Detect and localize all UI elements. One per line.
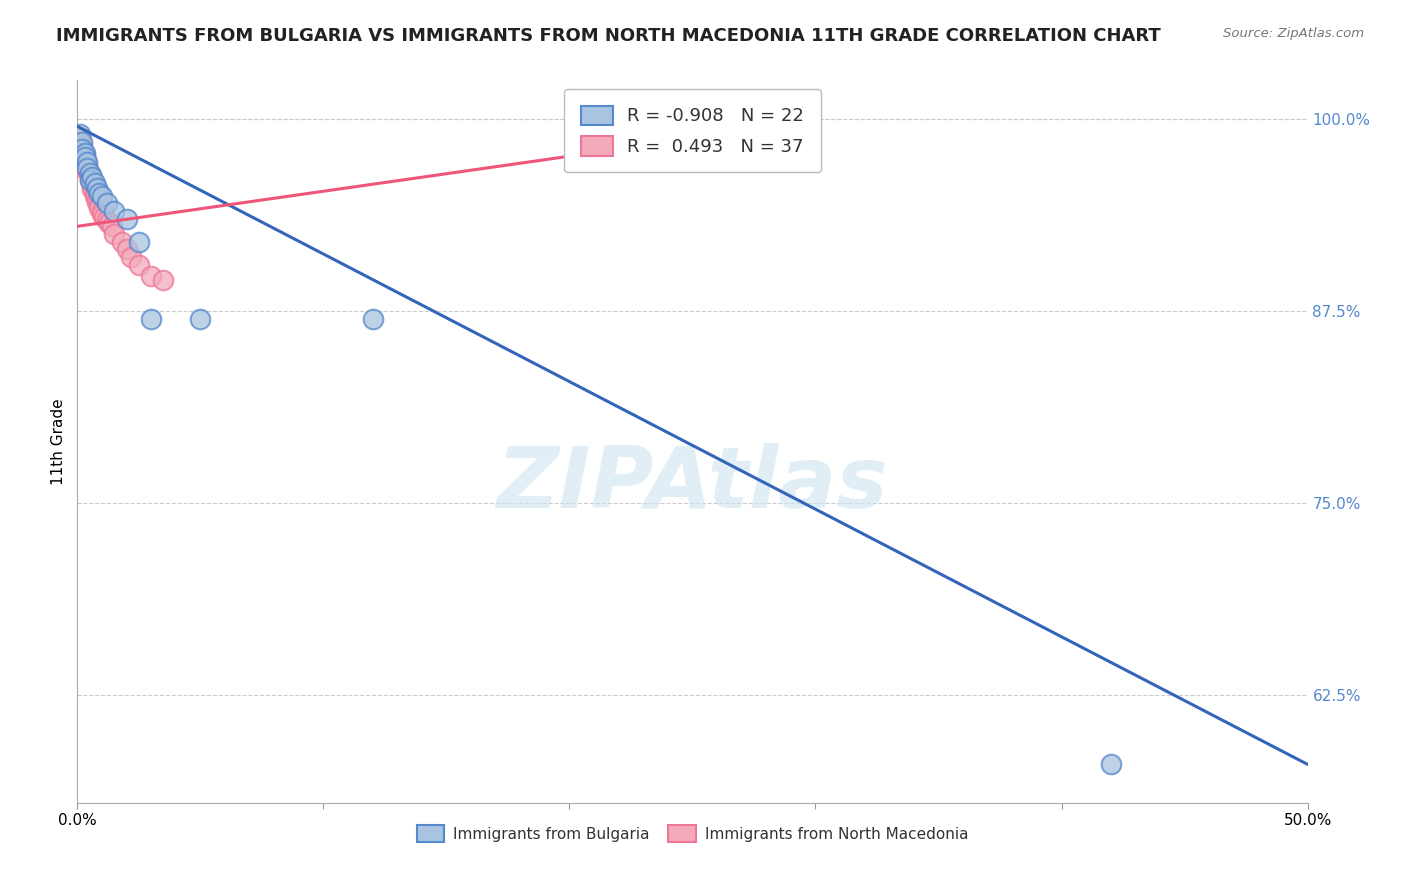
Point [70,143,93,157]
Point [90,203,114,218]
Legend: Immigrants from Bulgaria, Immigrants from North Macedonia: Immigrants from Bulgaria, Immigrants fro… [409,817,976,849]
Point [73,145,96,160]
Point [89,198,111,212]
Point [121,250,143,264]
Point [69,127,91,141]
Point [76,164,98,178]
Point [70,145,93,160]
Point [82,170,104,185]
Point [83,186,105,200]
Point [103,203,125,218]
Point [73,152,96,166]
Point [76,154,98,169]
Point [90,188,114,202]
Point [70,143,93,157]
Point [76,161,98,175]
Text: IMMIGRANTS FROM BULGARIA VS IMMIGRANTS FROM NORTH MACEDONIA 11TH GRADE CORRELATI: IMMIGRANTS FROM BULGARIA VS IMMIGRANTS F… [56,27,1161,45]
Point [98,216,121,230]
Point [69,130,91,145]
Point [83,188,105,202]
Point [76,158,98,172]
Point [93,210,115,224]
Point [115,211,138,226]
Point [79,173,101,187]
Text: Source: ZipAtlas.com: Source: ZipAtlas.com [1223,27,1364,40]
Point [69,135,91,149]
Point [86,192,108,206]
Point [86,194,108,209]
Point [79,170,101,185]
Point [86,181,108,195]
Point [83,176,105,190]
Point [103,227,125,241]
Point [89,201,111,215]
Point [73,148,96,162]
Y-axis label: 11th Grade: 11th Grade [51,398,66,485]
Point [70,135,93,149]
Point [82,179,104,194]
Point [79,167,101,181]
Point [755,127,778,141]
Point [101,219,124,234]
Point [128,258,150,272]
Point [89,186,111,200]
Point [188,311,212,326]
Point [361,311,384,326]
Point [1099,757,1122,772]
Point [90,207,114,221]
Point [141,311,163,326]
Point [82,176,104,190]
Point [73,154,96,169]
Point [79,173,101,187]
Point [76,161,98,175]
Point [96,213,118,227]
Point [128,235,150,249]
Point [96,196,118,211]
Point [141,268,163,283]
Point [115,243,138,257]
Point [79,165,101,179]
Point [73,150,96,164]
Point [70,139,93,153]
Point [111,235,132,249]
Point [152,273,174,287]
Text: ZIPAtlas: ZIPAtlas [496,443,889,526]
Point [82,182,104,196]
